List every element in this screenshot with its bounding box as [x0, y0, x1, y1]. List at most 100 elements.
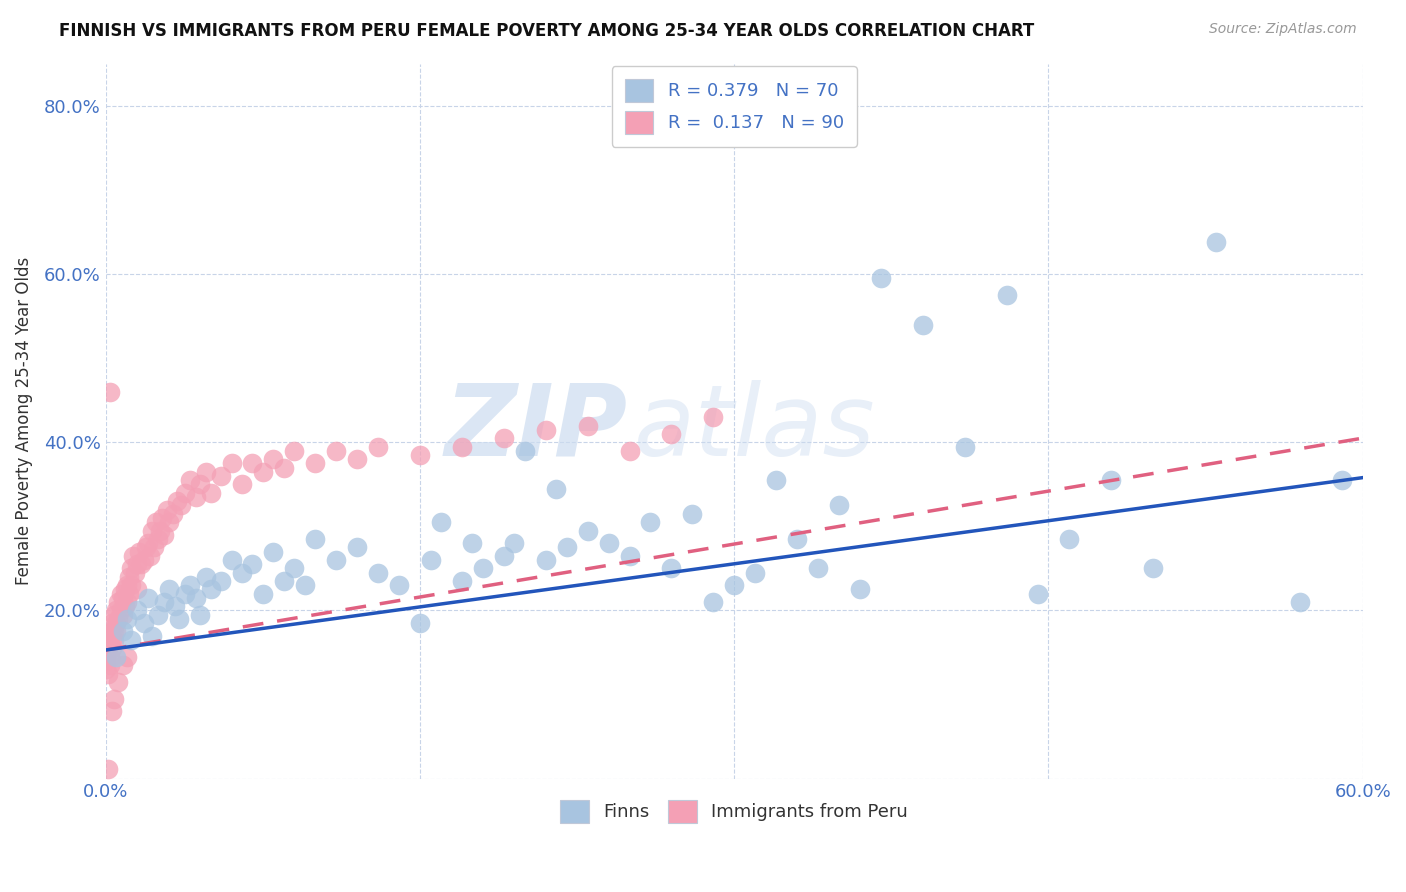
- Point: [132, 616, 155, 631]
- Point: [98, 637, 121, 651]
- Point: [723, 578, 745, 592]
- Point: [174, 587, 197, 601]
- Point: [188, 607, 211, 622]
- Point: [325, 553, 347, 567]
- Point: [262, 452, 284, 467]
- Point: [103, 632, 125, 647]
- Point: [105, 624, 128, 639]
- Point: [409, 616, 432, 631]
- Point: [702, 410, 724, 425]
- Point: [114, 599, 136, 614]
- Point: [162, 507, 184, 521]
- Point: [166, 494, 188, 508]
- Point: [143, 541, 166, 555]
- Y-axis label: Female Poverty Among 25-34 Year Olds: Female Poverty Among 25-34 Year Olds: [15, 257, 32, 585]
- Point: [807, 561, 830, 575]
- Point: [1026, 587, 1049, 601]
- Point: [367, 566, 389, 580]
- Point: [107, 674, 129, 689]
- Point: [114, 582, 136, 597]
- Point: [619, 443, 641, 458]
- Point: [110, 603, 132, 617]
- Point: [325, 443, 347, 458]
- Point: [409, 448, 432, 462]
- Point: [367, 440, 389, 454]
- Point: [127, 603, 149, 617]
- Point: [283, 443, 305, 458]
- Point: [619, 549, 641, 563]
- Point: [101, 616, 124, 631]
- Point: [149, 524, 172, 538]
- Point: [209, 574, 232, 588]
- Point: [145, 515, 167, 529]
- Point: [132, 553, 155, 567]
- Point: [105, 603, 128, 617]
- Point: [304, 532, 326, 546]
- Point: [97, 645, 120, 659]
- Text: Source: ZipAtlas.com: Source: ZipAtlas.com: [1209, 22, 1357, 37]
- Point: [294, 578, 316, 592]
- Point: [101, 624, 124, 639]
- Point: [105, 649, 128, 664]
- Text: ZIP: ZIP: [444, 380, 627, 477]
- Point: [221, 553, 243, 567]
- Point: [101, 641, 124, 656]
- Point: [598, 536, 620, 550]
- Point: [346, 541, 368, 555]
- Point: [388, 578, 411, 592]
- Point: [97, 762, 120, 776]
- Point: [97, 637, 120, 651]
- Point: [148, 532, 170, 546]
- Point: [870, 271, 893, 285]
- Point: [576, 418, 599, 433]
- Point: [1205, 235, 1227, 250]
- Point: [97, 666, 120, 681]
- Point: [115, 578, 138, 592]
- Point: [346, 452, 368, 467]
- Point: [110, 587, 132, 601]
- Point: [97, 641, 120, 656]
- Point: [128, 544, 150, 558]
- Point: [167, 612, 190, 626]
- Point: [107, 612, 129, 626]
- Point: [231, 566, 253, 580]
- Point: [98, 658, 121, 673]
- Point: [953, 440, 976, 454]
- Point: [118, 570, 141, 584]
- Point: [101, 632, 124, 647]
- Point: [702, 595, 724, 609]
- Point: [534, 423, 557, 437]
- Point: [179, 473, 201, 487]
- Point: [1288, 595, 1310, 609]
- Point: [103, 624, 125, 639]
- Point: [94, 662, 117, 676]
- Point: [786, 532, 808, 546]
- Point: [200, 485, 222, 500]
- Point: [115, 595, 138, 609]
- Point: [127, 558, 149, 572]
- Point: [103, 607, 125, 622]
- Point: [555, 541, 578, 555]
- Text: FINNISH VS IMMIGRANTS FROM PERU FEMALE POVERTY AMONG 25-34 YEAR OLDS CORRELATION: FINNISH VS IMMIGRANTS FROM PERU FEMALE P…: [59, 22, 1035, 40]
- Point: [195, 465, 218, 479]
- Point: [122, 549, 145, 563]
- Point: [107, 595, 129, 609]
- Point: [1099, 473, 1122, 487]
- Point: [136, 536, 159, 550]
- Point: [101, 704, 124, 718]
- Point: [111, 624, 134, 639]
- Point: [131, 558, 153, 572]
- Point: [1142, 561, 1164, 575]
- Point: [188, 477, 211, 491]
- Point: [136, 591, 159, 605]
- Point: [471, 561, 494, 575]
- Point: [304, 456, 326, 470]
- Point: [252, 465, 274, 479]
- Point: [995, 288, 1018, 302]
- Point: [118, 587, 141, 601]
- Point: [681, 507, 703, 521]
- Point: [111, 607, 134, 622]
- Point: [174, 485, 197, 500]
- Point: [111, 658, 134, 673]
- Point: [546, 482, 568, 496]
